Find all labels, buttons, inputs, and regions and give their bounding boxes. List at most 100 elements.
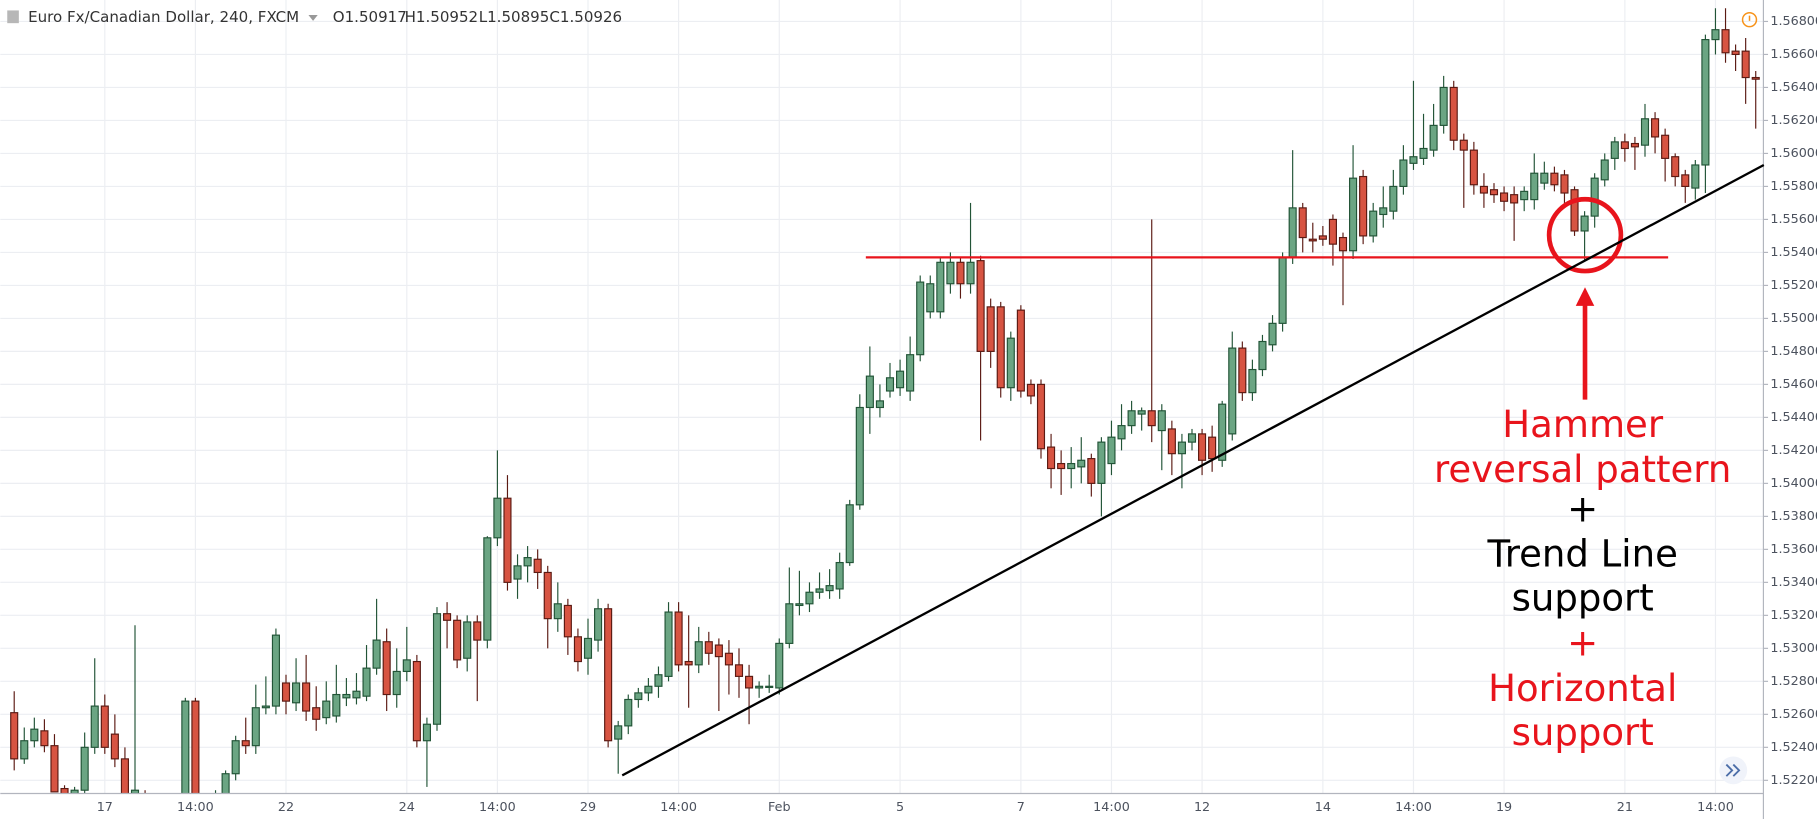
legend: Euro Fx/Canadian Dollar, 240, FXCM O1.50…: [7, 8, 622, 26]
y-tick-label: 1.53200: [1770, 608, 1817, 623]
candle-body: [926, 283, 935, 313]
candle-body: [765, 685, 774, 689]
candle-body: [865, 375, 874, 409]
scroll-button[interactable]: [1719, 756, 1748, 785]
candle-body: [1640, 118, 1650, 146]
candle-body: [1127, 410, 1136, 427]
candle-body: [30, 728, 39, 742]
candle-body: [835, 561, 844, 590]
candle-body: [271, 634, 280, 707]
candle-body: [1731, 50, 1740, 56]
candle-body: [1288, 207, 1297, 258]
candle-body: [1741, 50, 1750, 79]
candle-body: [1359, 175, 1368, 237]
candle-body: [1671, 156, 1680, 178]
dropdown-arrow[interactable]: [308, 15, 318, 21]
candle-body: [221, 773, 230, 794]
candle-body: [664, 611, 673, 677]
candle-body: [553, 603, 562, 620]
candle-body: [292, 682, 301, 704]
candle-body: [412, 660, 421, 742]
candle-body: [1439, 86, 1448, 126]
ohlc-low: L1.50895: [479, 8, 550, 26]
candle-body: [714, 644, 723, 658]
annotation-text: Hammer: [1502, 403, 1664, 446]
candle-body: [1349, 177, 1358, 252]
y-tick-label: 1.53400: [1770, 575, 1817, 590]
candle-body: [1701, 39, 1710, 166]
candle-body: [1026, 383, 1035, 397]
candle-body: [1479, 185, 1488, 194]
candle-body: [594, 608, 603, 641]
y-tick-label: 1.55800: [1770, 179, 1817, 194]
candle-body: [1651, 118, 1660, 138]
candle-body: [624, 698, 633, 727]
candle-body: [493, 497, 502, 539]
ohlc-close: C1.50926: [549, 8, 622, 26]
y-tick-label: 1.54600: [1770, 377, 1817, 392]
candle-body: [1469, 149, 1478, 186]
annotation-text: reversal pattern: [1434, 448, 1731, 491]
candle-body: [483, 537, 492, 641]
y-tick-label: 1.52800: [1770, 674, 1817, 689]
candle-body: [1681, 174, 1690, 187]
x-tick-label: 19: [1496, 800, 1512, 815]
y-tick-label: 1.53800: [1770, 509, 1817, 524]
candle-body: [1318, 235, 1327, 240]
candle-body: [936, 261, 945, 313]
candle-body: [402, 659, 411, 673]
candle-body: [775, 642, 784, 689]
candle-body: [734, 664, 744, 677]
candle-body: [916, 281, 925, 356]
y-tick-label: 1.55600: [1770, 212, 1817, 227]
candle-body: [322, 700, 331, 719]
candle-body: [1248, 368, 1257, 394]
candle-body: [704, 641, 713, 654]
candle-body: [785, 603, 794, 644]
candle-body: [885, 377, 895, 392]
candle-body: [362, 667, 371, 697]
candle-body: [1691, 164, 1700, 189]
candle-body: [825, 585, 834, 592]
grid: [0, 0, 1764, 794]
candle-body: [1218, 403, 1227, 461]
candle-body: [1308, 238, 1317, 242]
candle-body: [1228, 347, 1237, 435]
candle-body: [1087, 458, 1096, 484]
candle-body: [1328, 218, 1337, 245]
candle-body: [583, 637, 593, 659]
candle-body: [1187, 433, 1197, 443]
candle-body: [453, 619, 462, 661]
y-tick-label: 1.56200: [1770, 113, 1817, 128]
candle-body: [1117, 425, 1126, 440]
candle-body: [392, 670, 401, 696]
candle-body: [724, 652, 733, 666]
alert-icon[interactable]: [1741, 11, 1758, 28]
candle-body: [1399, 159, 1408, 187]
candle-body: [745, 675, 754, 689]
candle-body: [573, 636, 582, 663]
candle-body: [1077, 459, 1086, 468]
trend-line: [621, 163, 1765, 777]
y-tick-label: 1.52400: [1770, 740, 1817, 755]
x-tick-label: 14:00: [1093, 800, 1130, 815]
x-tick-label: 14:00: [177, 800, 214, 815]
candle-body: [614, 725, 623, 740]
candle-body: [382, 641, 391, 696]
candle-body: [422, 723, 431, 742]
y-tick-label: 1.56000: [1770, 146, 1817, 161]
candle-body: [906, 354, 915, 392]
candle-body: [503, 497, 512, 583]
x-tick-label: 29: [580, 800, 596, 815]
candle-body: [1661, 134, 1670, 159]
candle-body: [463, 621, 472, 659]
y-tick-label: 1.55000: [1770, 311, 1817, 326]
candle-body: [1238, 347, 1247, 394]
candle-body: [694, 641, 703, 666]
candle-body: [815, 588, 824, 593]
alert-circle: [1741, 11, 1758, 28]
candle-body: [634, 692, 643, 701]
candle-body: [1107, 436, 1116, 465]
candle-body: [1047, 446, 1056, 470]
